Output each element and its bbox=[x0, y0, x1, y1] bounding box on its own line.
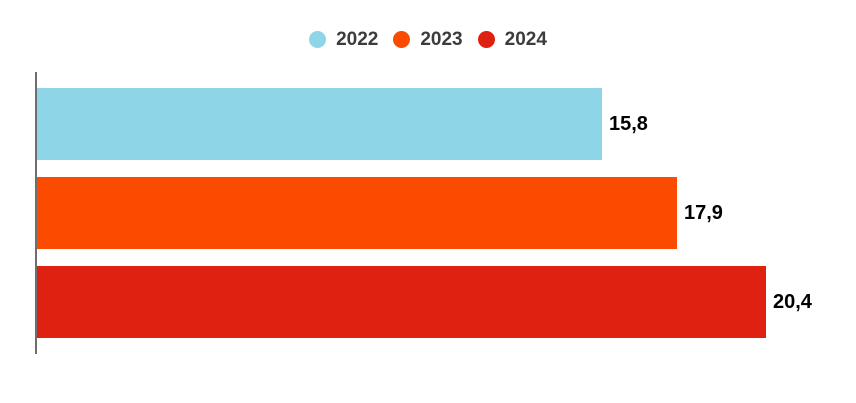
legend-dot-icon bbox=[393, 31, 411, 48]
legend-label: 2024 bbox=[504, 29, 547, 50]
chart-legend: 2022 2023 2024 bbox=[0, 30, 856, 49]
legend-label: 2023 bbox=[420, 29, 463, 50]
bar-row-2024: 20,4 bbox=[37, 266, 856, 338]
bar-row-2022: 15,8 bbox=[37, 88, 856, 160]
y-axis-line bbox=[35, 72, 37, 354]
value-label-2024: 20,4 bbox=[773, 291, 812, 313]
bar-row-2023: 17,9 bbox=[37, 177, 856, 249]
legend-label: 2022 bbox=[336, 29, 379, 50]
value-label-2023: 17,9 bbox=[684, 202, 723, 224]
legend-item-2023: 2023 bbox=[393, 29, 463, 50]
legend-dot-icon bbox=[477, 31, 495, 48]
value-label-2022: 15,8 bbox=[609, 113, 648, 135]
plot-area: 15,8 17,9 20,4 bbox=[35, 72, 856, 354]
legend-item-2024: 2024 bbox=[477, 29, 547, 50]
bar-2024 bbox=[37, 266, 766, 338]
bar-2023 bbox=[37, 177, 677, 249]
legend-dot-icon bbox=[309, 31, 327, 48]
bar-2022 bbox=[37, 88, 602, 160]
legend-item-2022: 2022 bbox=[309, 30, 378, 49]
bar-group: 15,8 17,9 20,4 bbox=[37, 88, 856, 338]
